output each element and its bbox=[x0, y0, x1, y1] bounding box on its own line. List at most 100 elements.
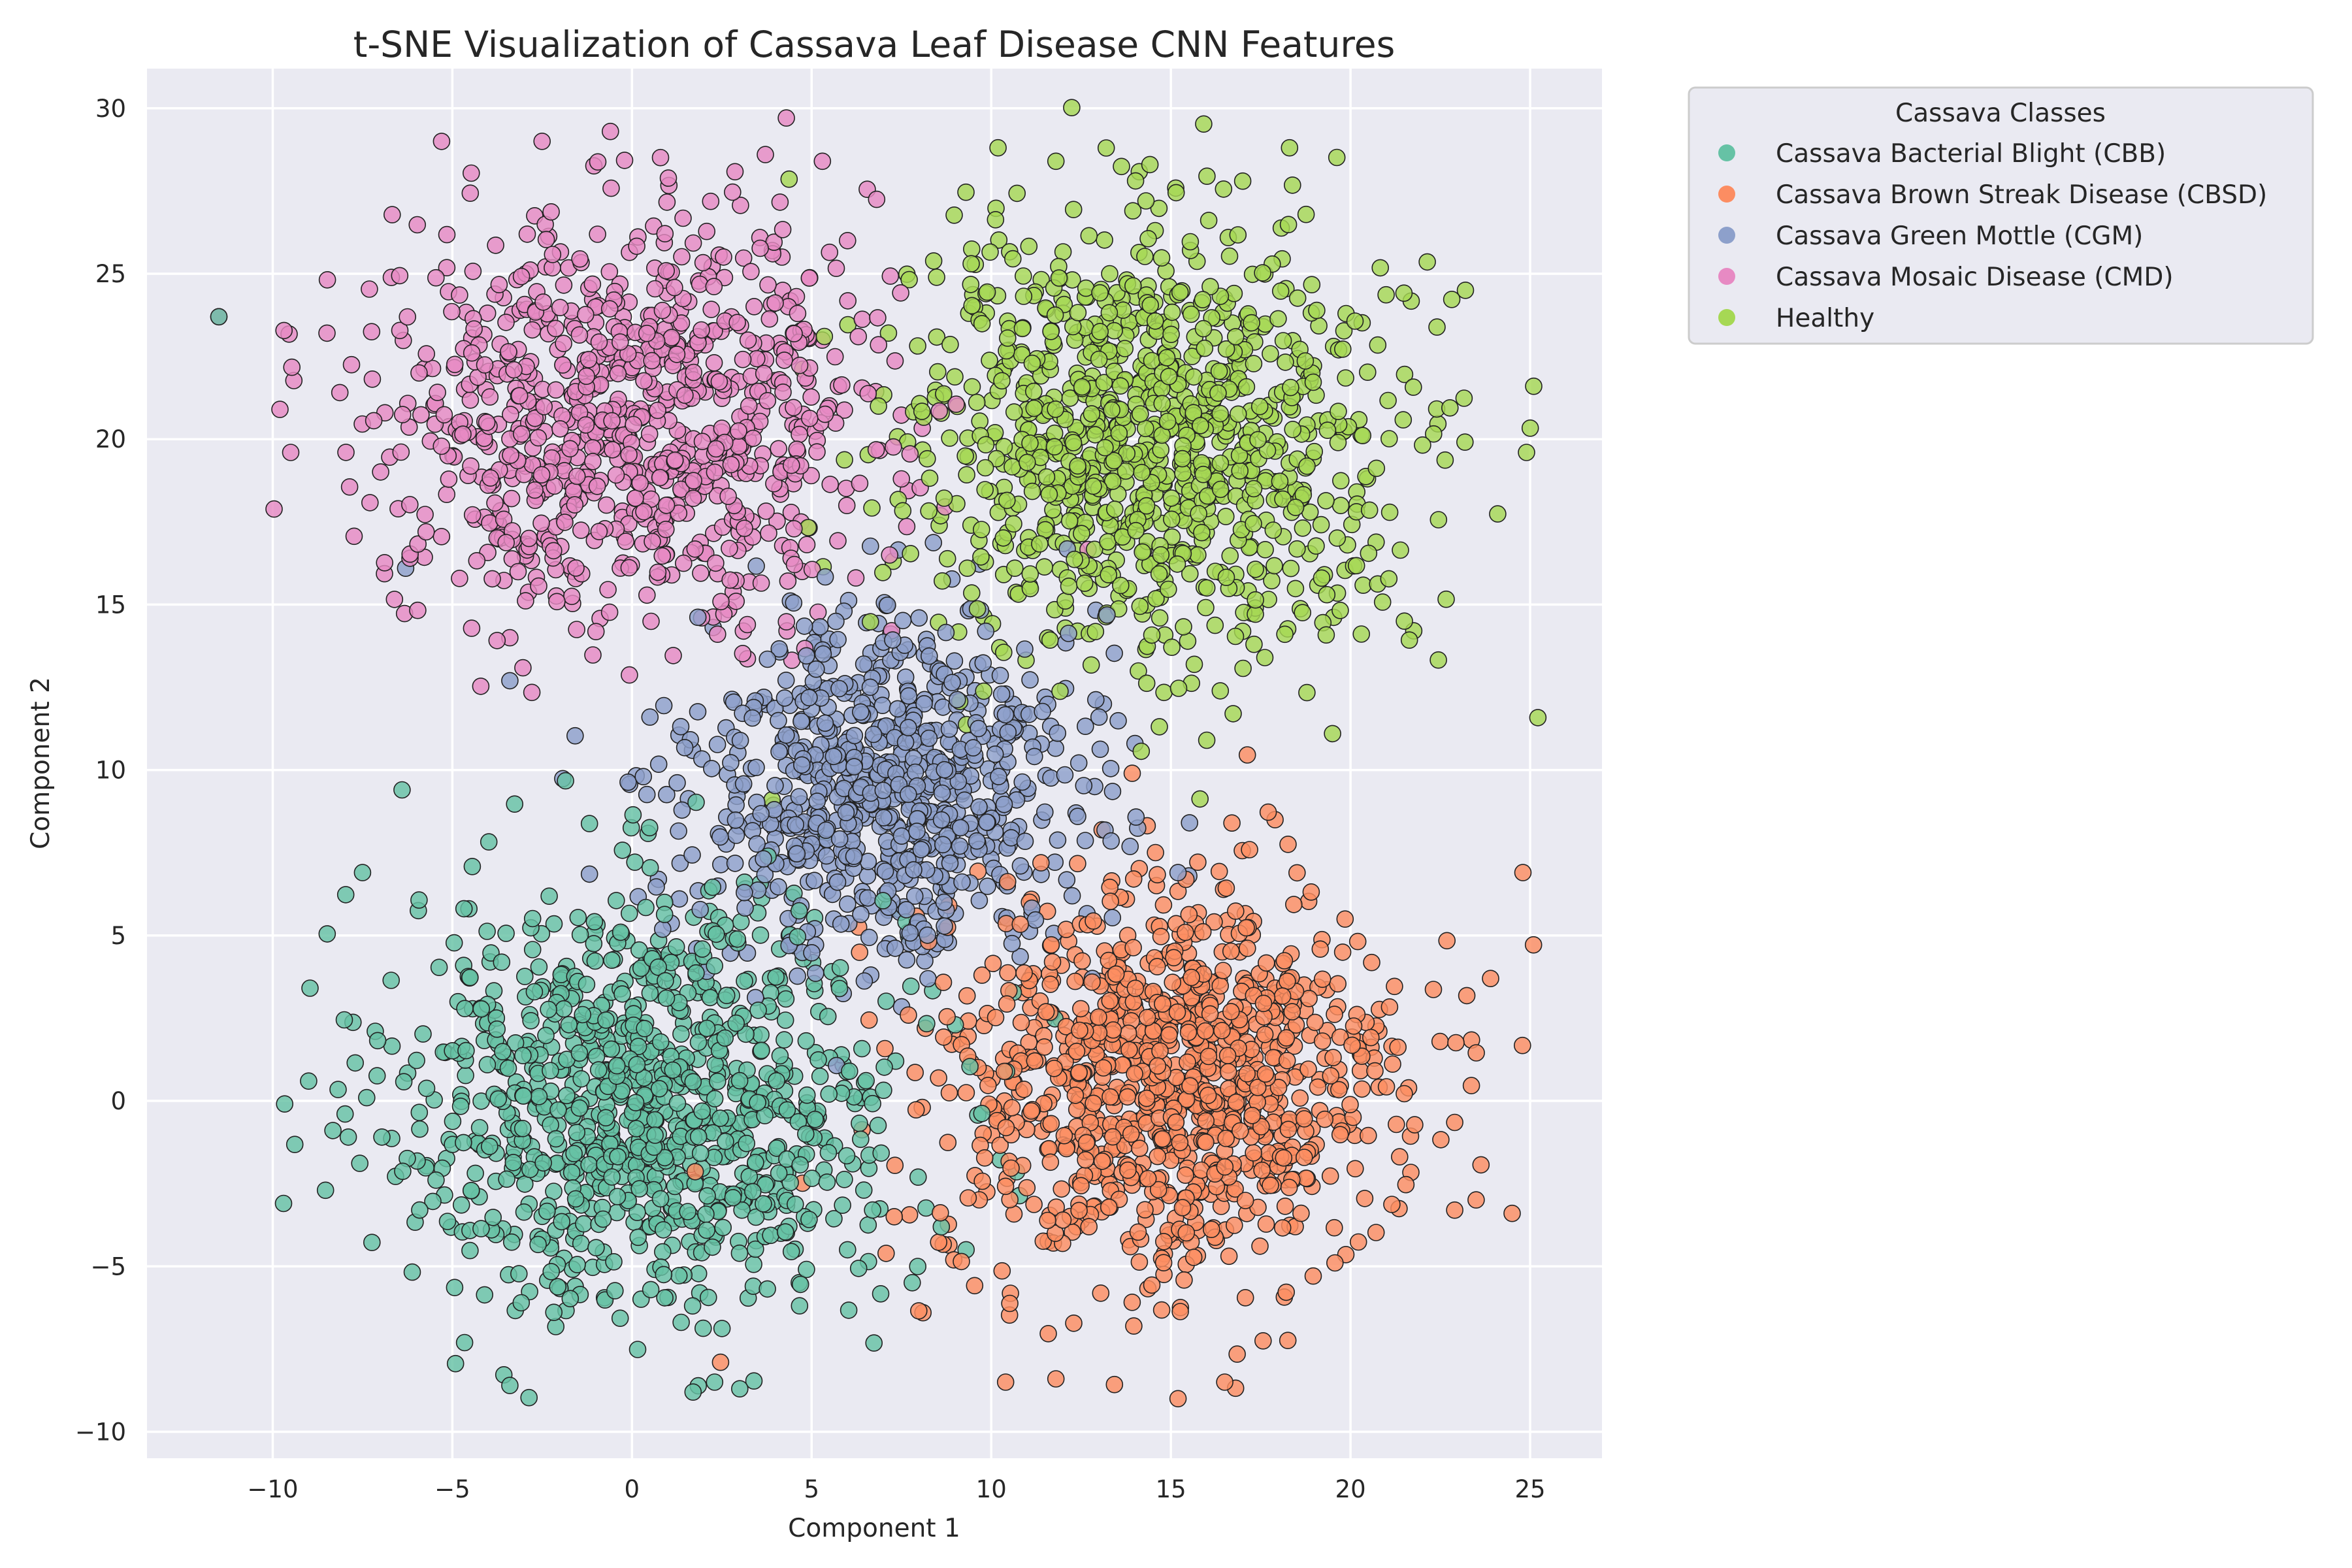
scatter-point-series-2 bbox=[829, 630, 847, 649]
scatter-point-series-4 bbox=[1179, 632, 1197, 650]
scatter-point-series-0 bbox=[611, 1309, 629, 1327]
scatter-point-series-3 bbox=[839, 292, 857, 310]
scatter-point-series-2 bbox=[884, 631, 902, 649]
scatter-point-series-2 bbox=[580, 865, 598, 883]
scatter-point-series-3 bbox=[868, 190, 886, 208]
scatter-point-series-0 bbox=[791, 1275, 809, 1294]
scatter-point-series-4 bbox=[874, 563, 892, 581]
scatter-point-series-3 bbox=[947, 395, 965, 414]
scatter-point-series-0 bbox=[745, 1372, 763, 1390]
scatter-point-series-0 bbox=[411, 1201, 429, 1219]
scatter-point-series-0 bbox=[316, 1181, 335, 1200]
scatter-point-series-0 bbox=[657, 989, 676, 1007]
legend-entries: Cassava Bacterial Blight (CBB)Cassava Br… bbox=[1718, 139, 2267, 333]
scatter-point-series-2 bbox=[937, 623, 955, 642]
scatter-point-series-0 bbox=[875, 1081, 892, 1100]
scatter-point-series-1 bbox=[1122, 1125, 1140, 1143]
scatter-point-series-2 bbox=[1127, 808, 1145, 826]
scatter-point-series-2 bbox=[1060, 625, 1077, 642]
scatter-point-series-0 bbox=[724, 1188, 742, 1207]
scatter-point-series-3 bbox=[600, 603, 619, 621]
scatter-point-series-2 bbox=[793, 756, 811, 774]
scatter-point-series-0 bbox=[743, 1183, 762, 1201]
legend-marker bbox=[1718, 144, 1735, 161]
scatter-point-series-0 bbox=[651, 1190, 670, 1208]
scatter-point-series-3 bbox=[587, 623, 605, 641]
scatter-point-series-1 bbox=[1349, 1233, 1367, 1251]
scatter-point-series-4 bbox=[1185, 655, 1203, 674]
scatter-point-series-1 bbox=[1438, 932, 1456, 950]
scatter-point-series-3 bbox=[838, 497, 856, 515]
scatter-point-series-2 bbox=[996, 706, 1015, 724]
scatter-point-series-1 bbox=[1363, 953, 1380, 972]
scatter-point-series-0 bbox=[580, 1156, 598, 1173]
scatter-point-series-0 bbox=[523, 941, 542, 958]
scatter-point-series-0 bbox=[806, 1111, 824, 1128]
scatter-point-series-4 bbox=[958, 466, 975, 484]
scatter-point-series-0 bbox=[630, 941, 648, 959]
scatter-point-series-0 bbox=[501, 1377, 519, 1394]
scatter-point-series-3 bbox=[651, 468, 669, 487]
scatter-point-series-4 bbox=[1096, 438, 1114, 457]
scatter-point-series-1 bbox=[1360, 1126, 1377, 1145]
scatter-point-series-1 bbox=[1257, 1215, 1275, 1233]
scatter-point-series-1 bbox=[1012, 1013, 1030, 1032]
scatter-point-series-3 bbox=[770, 440, 787, 458]
scatter-point-series-3 bbox=[502, 489, 521, 508]
scatter-point-series-1 bbox=[1524, 936, 1543, 954]
scatter-point-series-0 bbox=[568, 1124, 586, 1141]
scatter-point-series-3 bbox=[391, 267, 409, 285]
scatter-point-series-4 bbox=[1217, 340, 1235, 358]
scatter-point-series-3 bbox=[826, 348, 844, 366]
scatter-point-series-1 bbox=[996, 1373, 1015, 1391]
scatter-point-series-3 bbox=[783, 456, 800, 474]
scatter-point-series-1 bbox=[1324, 1049, 1342, 1066]
scatter-point-series-1 bbox=[1123, 764, 1141, 782]
scatter-point-series-2 bbox=[827, 612, 845, 630]
scatter-point-series-0 bbox=[698, 1221, 715, 1239]
scatter-point-series-0 bbox=[446, 1354, 465, 1373]
scatter-point-series-1 bbox=[1446, 1201, 1463, 1219]
scatter-point-series-4 bbox=[973, 315, 991, 333]
scatter-point-series-3 bbox=[649, 401, 666, 419]
scatter-point-series-3 bbox=[771, 193, 789, 211]
scatter-point-series-1 bbox=[1256, 1065, 1275, 1083]
scatter-point-series-0 bbox=[572, 1235, 590, 1252]
scatter-point-series-4 bbox=[1211, 480, 1230, 498]
scatter-point-series-1 bbox=[939, 1134, 957, 1151]
legend-label: Cassava Brown Streak Disease (CBSD) bbox=[1776, 180, 2267, 210]
scatter-point-series-4 bbox=[1274, 490, 1292, 508]
scatter-point-series-1 bbox=[907, 1101, 925, 1119]
scatter-point-series-2 bbox=[1075, 777, 1093, 794]
scatter-point-series-0 bbox=[717, 987, 736, 1004]
scatter-point-series-2 bbox=[910, 609, 928, 627]
scatter-point-series-0 bbox=[522, 1012, 540, 1030]
scatter-point-series-3 bbox=[656, 225, 674, 243]
scatter-point-series-4 bbox=[1167, 184, 1185, 202]
scatter-point-series-4 bbox=[1197, 598, 1215, 617]
scatter-point-series-0 bbox=[430, 958, 448, 976]
scatter-point-series-1 bbox=[1275, 952, 1294, 970]
scatter-point-series-4 bbox=[1132, 742, 1151, 760]
scatter-point-series-2 bbox=[986, 745, 1004, 763]
scatter-point-series-4 bbox=[1303, 276, 1321, 294]
scatter-point-series-3 bbox=[653, 547, 672, 565]
scatter-point-series-3 bbox=[438, 485, 456, 504]
scatter-point-series-4 bbox=[1184, 368, 1203, 386]
scatter-point-series-3 bbox=[755, 365, 773, 383]
scatter-point-series-2 bbox=[727, 796, 745, 814]
scatter-point-series-4 bbox=[1367, 459, 1386, 478]
scatter-point-series-1 bbox=[1217, 1130, 1235, 1147]
scatter-point-series-0 bbox=[514, 1047, 532, 1064]
scatter-point-series-4 bbox=[1274, 332, 1292, 350]
scatter-point-series-0 bbox=[825, 1210, 843, 1228]
scatter-point-series-2 bbox=[990, 768, 1007, 785]
scatter-point-series-0 bbox=[733, 1201, 751, 1219]
scatter-point-series-3 bbox=[544, 246, 562, 263]
scatter-point-series-0 bbox=[655, 1266, 673, 1284]
scatter-point-series-0 bbox=[667, 938, 685, 956]
scatter-point-series-0 bbox=[745, 1255, 762, 1273]
scatter-point-series-1 bbox=[1047, 1224, 1064, 1242]
scatter-point-series-3 bbox=[808, 443, 826, 461]
scatter-point-series-3 bbox=[599, 581, 617, 598]
